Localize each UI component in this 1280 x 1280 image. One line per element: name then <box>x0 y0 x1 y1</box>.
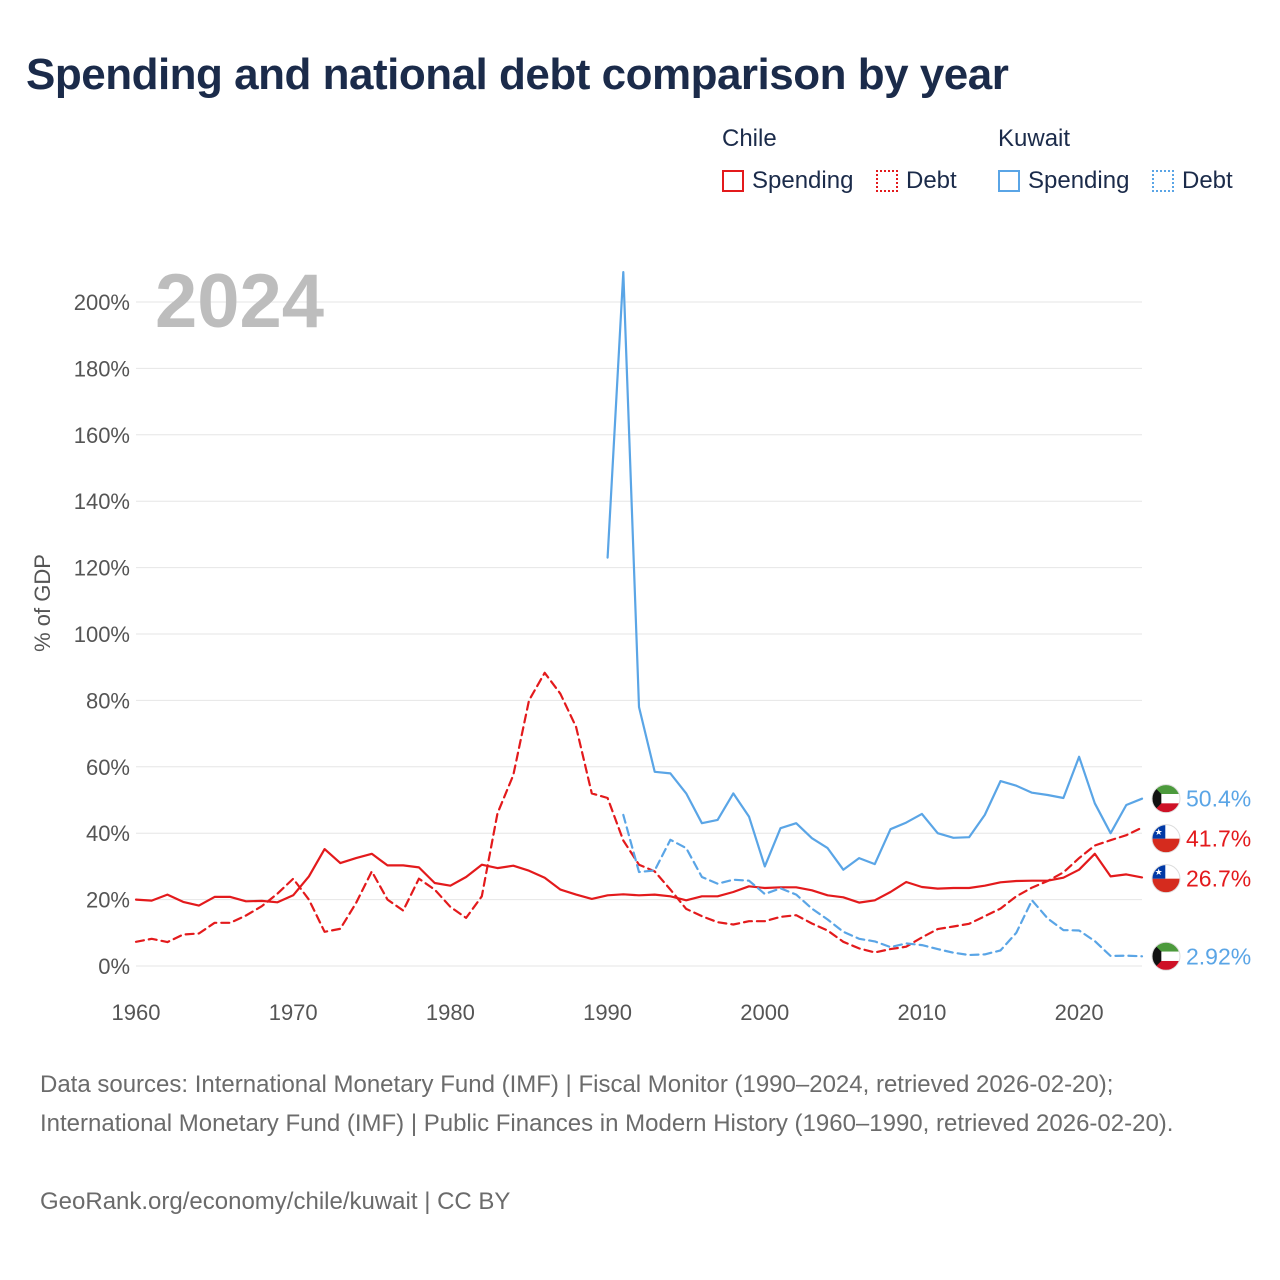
legend-kuwait-spending[interactable]: Spending <box>998 167 1129 195</box>
series-lines <box>134 271 1144 958</box>
y-tick-label: 0% <box>98 954 130 979</box>
flag-border <box>1151 941 1181 971</box>
legend-kuwait-label: Kuwait <box>998 125 1071 152</box>
page-title: Spending and national debt comparison by… <box>26 50 1009 99</box>
year-display: 2024 <box>155 259 325 344</box>
chile-debt-line <box>134 671 1144 954</box>
x-axis-ticks: 1960 1970 1980 1990 2000 2010 2020 <box>112 1000 1104 1025</box>
flag-border <box>1151 784 1181 814</box>
legend-chile-debt-label: Debt <box>906 167 957 194</box>
legend-chile-debt[interactable]: Debt <box>876 167 957 195</box>
x-tick-label: 2000 <box>740 1000 789 1025</box>
x-tick-label: 1960 <box>112 1000 161 1025</box>
chile-spending-end-label: 26.7% <box>1186 866 1251 892</box>
chile-debt-end-label: 41.7% <box>1186 826 1251 852</box>
legend-swatch-solid-icon <box>722 170 744 192</box>
y-tick-label: 180% <box>74 356 130 381</box>
y-tick-label: 100% <box>74 622 130 647</box>
star-icon: ★ <box>1155 868 1163 878</box>
chile-flag-icon: ★ <box>1152 864 1180 893</box>
legend-kuwait-spending-label: Spending <box>1028 167 1130 194</box>
y-axis-title: % of GDP <box>30 554 55 652</box>
x-tick-label: 1990 <box>583 1000 632 1025</box>
chile-spending-line <box>134 848 1144 907</box>
x-tick-label: 2010 <box>897 1000 946 1025</box>
y-axis-ticks: 0% 20% 40% 60% 80% 100% 120% 140% 160% 180% 200% <box>74 290 130 979</box>
y-tick-label: 60% <box>86 755 130 780</box>
legend-chile-spending-label: Spending <box>752 167 854 194</box>
star-icon: ★ <box>1155 828 1163 838</box>
flag-border <box>1151 824 1181 854</box>
y-tick-label: 120% <box>74 556 130 581</box>
line-chart: 0% 20% 40% 60% 80% 100% 120% 140% 160% 180% 200% 1… <box>30 271 1251 1025</box>
legend-kuwait-debt[interactable]: Debt <box>1152 167 1233 195</box>
kuwait-debt-end-label: 2.92% <box>1186 943 1251 969</box>
x-tick-label: 2020 <box>1055 1000 1104 1025</box>
grid-lines <box>136 301 1142 967</box>
legend-chile-spending[interactable]: Spending <box>722 167 853 195</box>
data-sources: Data sources: International Monetary Fun… <box>40 1071 1174 1137</box>
y-tick-label: 20% <box>86 888 130 913</box>
legend-swatch-dotted-icon <box>876 170 898 192</box>
kuwait-debt-line <box>622 813 1144 958</box>
legend-chile-label: Chile <box>722 125 777 152</box>
y-tick-label: 140% <box>74 489 130 514</box>
end-markers: 50.4% ★ 41.7% ★ 26.7% 2.92% <box>1151 784 1251 971</box>
y-tick-label: 160% <box>74 423 130 448</box>
legend-kuwait-debt-label: Debt <box>1182 167 1233 194</box>
y-tick-label: 80% <box>86 688 130 713</box>
legend-swatch-solid-icon <box>998 170 1020 192</box>
flag-border <box>1151 864 1181 894</box>
x-tick-label: 1970 <box>269 1000 318 1025</box>
kuwait-spending-line <box>606 271 1144 871</box>
y-tick-label: 200% <box>74 290 130 315</box>
credit-link[interactable]: GeoRank.org/economy/chile/kuwait | CC BY <box>40 1188 511 1215</box>
y-tick-label: 40% <box>86 821 130 846</box>
x-tick-label: 1980 <box>426 1000 475 1025</box>
legend-swatch-dotted-icon <box>1152 170 1174 192</box>
kuwait-spending-end-label: 50.4% <box>1186 786 1251 812</box>
